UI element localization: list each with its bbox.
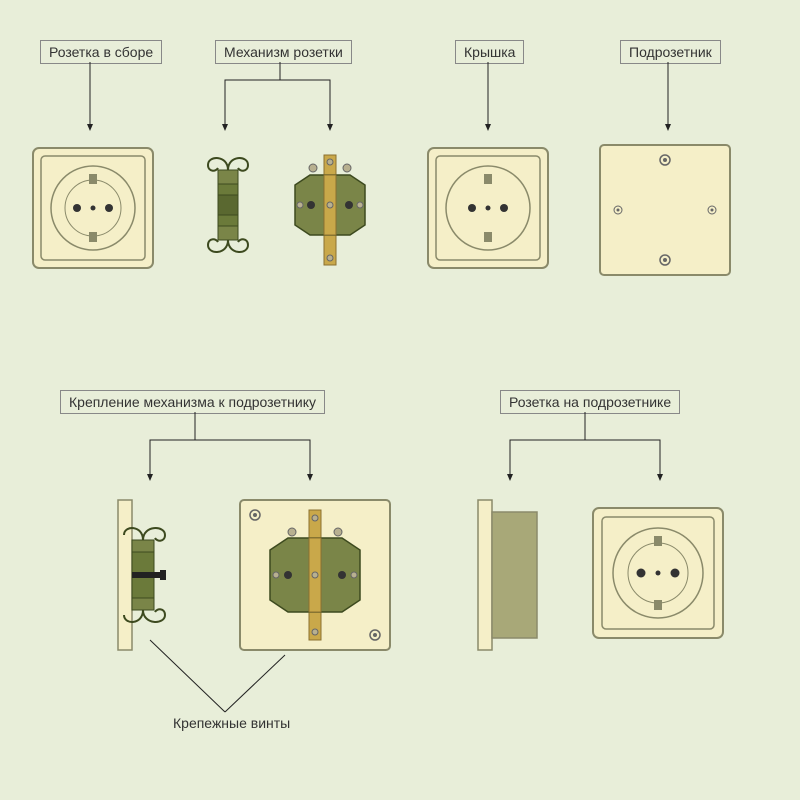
mechanism-front (275, 140, 385, 280)
label-mounting: Крепление механизма к подрозетнику (60, 390, 325, 414)
label-mechanism: Механизм розетки (215, 40, 352, 64)
mounting-front (230, 490, 400, 660)
wall-box (590, 135, 740, 285)
socket-assembled (25, 140, 165, 280)
onbox-side (470, 490, 550, 660)
label-cover: Крышка (455, 40, 524, 64)
label-onbox: Розетка на подрозетнике (500, 390, 680, 414)
cover (420, 140, 560, 280)
label-box: Подрозетник (620, 40, 721, 64)
onbox-front (585, 500, 735, 650)
label-assembled: Розетка в сборе (40, 40, 162, 64)
label-screws: Крепежные винты (165, 712, 298, 734)
mechanism-side (198, 140, 258, 280)
mounting-side (110, 490, 190, 660)
